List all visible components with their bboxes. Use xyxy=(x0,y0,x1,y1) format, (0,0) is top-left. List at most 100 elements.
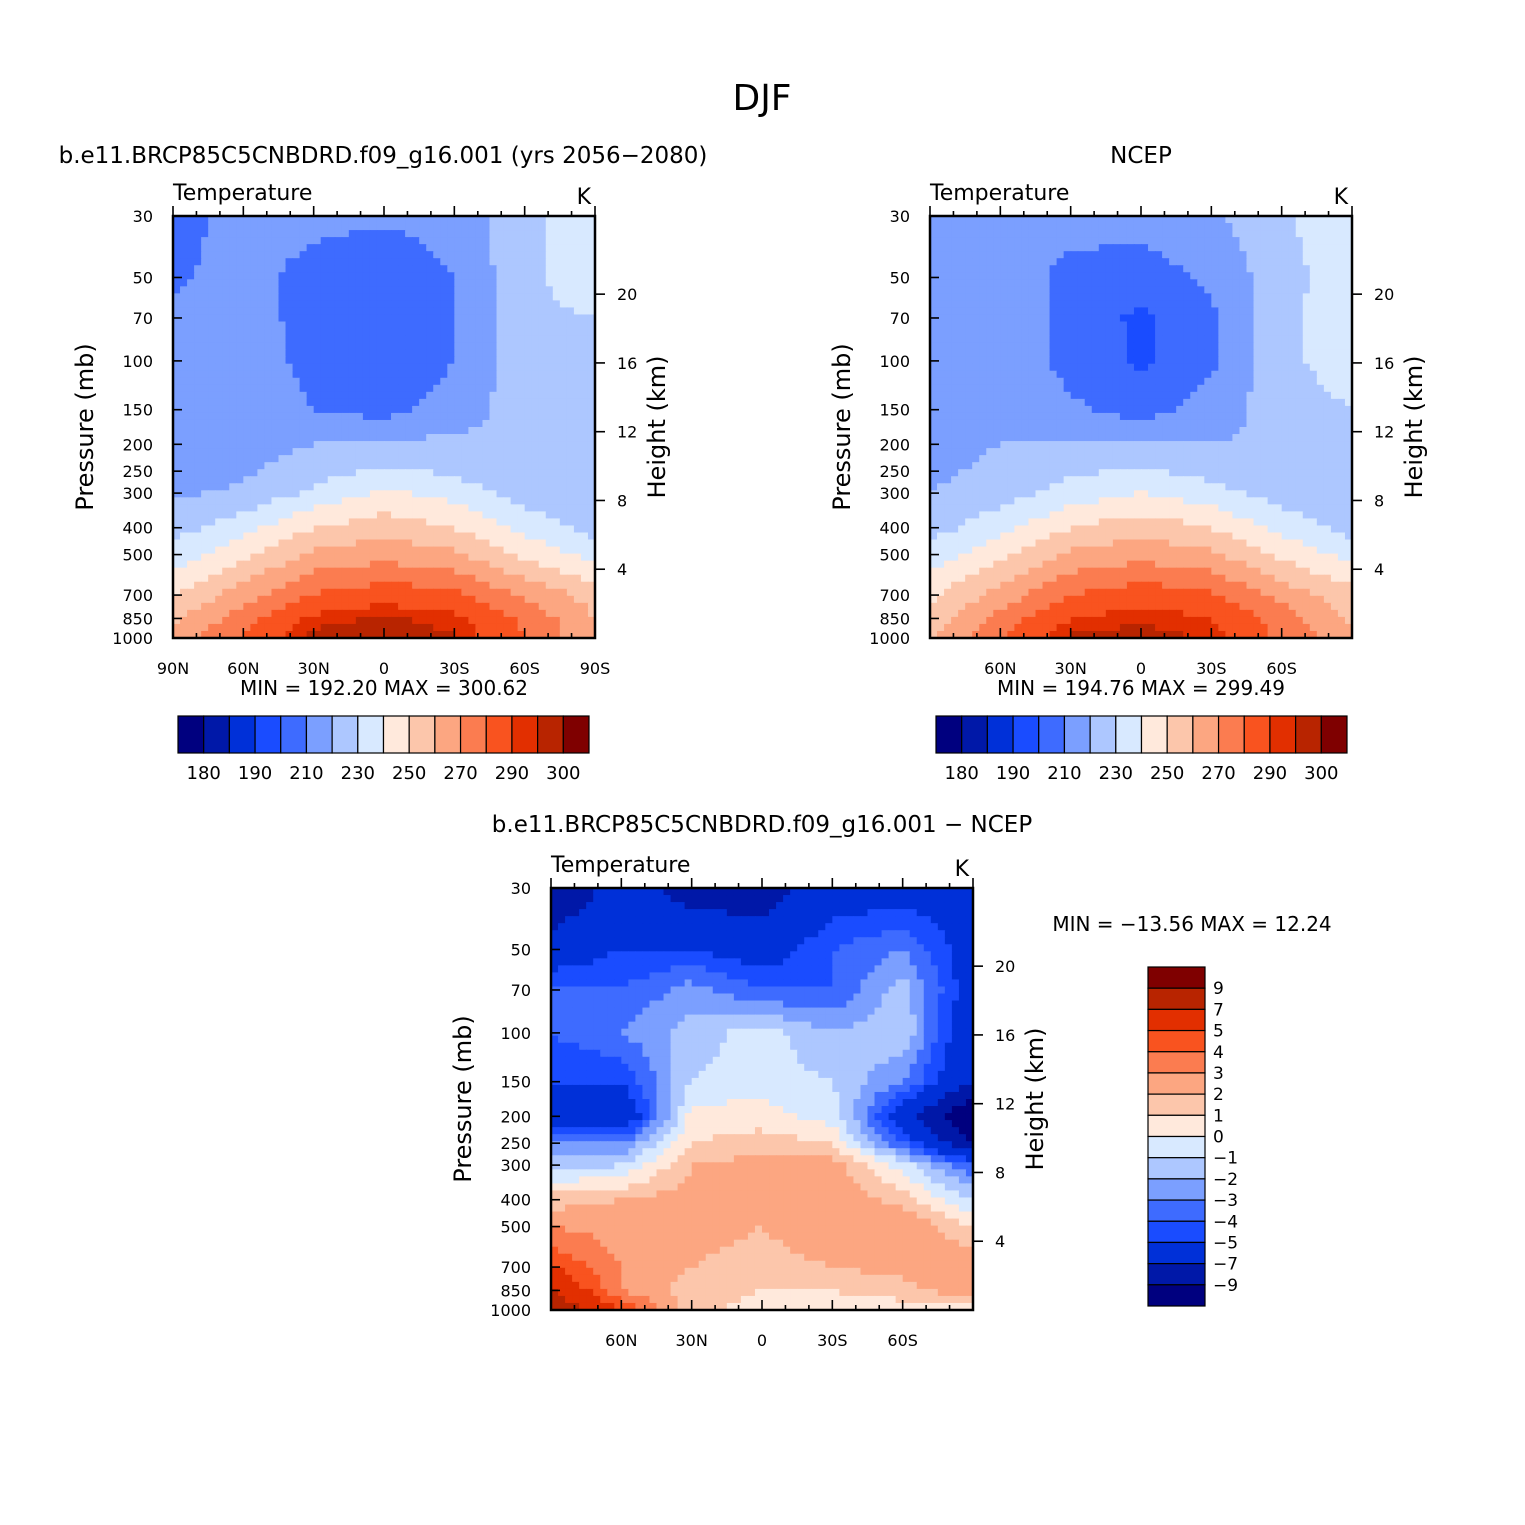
contour-cell xyxy=(1126,230,1135,238)
contour-cell xyxy=(1288,328,1297,337)
contour-cell xyxy=(285,223,294,231)
contour-cell xyxy=(376,307,385,316)
contour-cell xyxy=(412,370,420,379)
contour-cell xyxy=(1204,251,1212,259)
contour-cell xyxy=(1274,321,1283,330)
contour-cell xyxy=(433,518,441,527)
contour-cell xyxy=(580,391,589,400)
contour-cell xyxy=(489,574,498,583)
contour-cell xyxy=(1288,251,1297,259)
contour-cell xyxy=(1316,258,1325,266)
contour-cell xyxy=(1133,335,1142,344)
contour-cell xyxy=(482,427,491,435)
contour-cell xyxy=(1014,237,1023,245)
contour-cell xyxy=(517,560,526,569)
contour-cell xyxy=(545,328,554,337)
contour-cell xyxy=(369,455,378,463)
contour-cell xyxy=(412,448,420,456)
contour-cell xyxy=(1021,335,1030,344)
contour-cell xyxy=(1155,223,1163,231)
contour-cell xyxy=(517,216,526,224)
contour-cell xyxy=(510,609,519,618)
contour-cell xyxy=(341,237,350,245)
contour-cell xyxy=(454,532,462,541)
contour-cell xyxy=(517,469,526,477)
contour-cell xyxy=(285,469,294,477)
contour-cell xyxy=(285,539,294,548)
contour-cell xyxy=(1323,293,1332,301)
contour-cell xyxy=(1218,328,1226,337)
contour-cell xyxy=(222,335,230,344)
contour-cell xyxy=(306,335,315,344)
contour-cell xyxy=(419,455,427,463)
contour-cell xyxy=(1197,272,1205,280)
contour-cell xyxy=(1049,244,1058,252)
contour-cell xyxy=(173,546,181,555)
contour-cell xyxy=(1021,293,1030,301)
contour-cell xyxy=(531,349,540,358)
contour-cell xyxy=(362,230,371,238)
contour-cell xyxy=(299,279,308,287)
contour-cell xyxy=(194,462,202,470)
contour-cell xyxy=(1141,237,1149,245)
contour-cell xyxy=(355,462,364,470)
contour-cell xyxy=(552,328,561,337)
contour-cell xyxy=(1105,265,1114,273)
contour-cell xyxy=(1119,328,1128,337)
contour-cell xyxy=(1049,216,1058,224)
contour-cell xyxy=(580,279,589,287)
contour-cell xyxy=(1070,272,1079,280)
contour-cell xyxy=(243,616,251,625)
contour-cell xyxy=(1267,223,1276,231)
contour-cell xyxy=(972,258,980,266)
contour-cell xyxy=(965,265,973,273)
contour-cell xyxy=(496,405,505,414)
contour-cell xyxy=(524,532,533,541)
contour-cell xyxy=(433,567,441,576)
y-tick-label: 700 xyxy=(122,586,153,605)
contour-cell xyxy=(454,398,462,407)
contour-cell xyxy=(180,335,188,344)
contour-cell xyxy=(306,588,315,597)
contour-cell xyxy=(1176,272,1184,280)
contour-cell xyxy=(447,223,455,231)
contour-cell xyxy=(566,230,575,238)
contour-cell xyxy=(1000,251,1008,259)
contour-cell xyxy=(412,469,420,477)
contour-cell xyxy=(278,419,287,428)
contour-cell xyxy=(1246,321,1255,330)
contour-cell xyxy=(398,349,406,358)
contour-cell xyxy=(299,553,308,562)
contour-cell xyxy=(503,518,512,527)
contour-cell xyxy=(229,427,237,435)
contour-cell xyxy=(306,363,315,372)
contour-cell xyxy=(180,405,188,414)
contour-cell xyxy=(278,602,287,611)
contour-cell xyxy=(1253,216,1262,224)
contour-cell xyxy=(517,286,526,294)
contour-cell xyxy=(391,251,399,259)
contour-cell xyxy=(187,560,195,569)
contour-cell xyxy=(587,588,596,597)
contour-cell xyxy=(257,511,266,520)
contour-cell xyxy=(524,623,533,632)
contour-cell xyxy=(489,504,498,512)
contour-cell xyxy=(930,349,938,358)
contour-cell xyxy=(257,588,266,597)
contour-cell xyxy=(201,553,209,562)
contour-cell xyxy=(1035,244,1044,252)
contour-cell xyxy=(1232,356,1241,365)
contour-cell xyxy=(517,567,526,576)
contour-cell xyxy=(1211,342,1219,351)
contour-cell xyxy=(229,560,237,569)
contour-cell xyxy=(426,553,434,562)
contour-cell xyxy=(334,476,343,484)
contour-cell xyxy=(398,230,406,238)
contour-cell xyxy=(468,518,477,527)
contour-cell xyxy=(573,293,582,301)
contour-cell xyxy=(398,251,406,259)
contour-cell xyxy=(1070,279,1079,287)
contour-cell xyxy=(201,616,209,625)
contour-cell xyxy=(965,328,973,337)
contour-cell xyxy=(454,546,462,555)
